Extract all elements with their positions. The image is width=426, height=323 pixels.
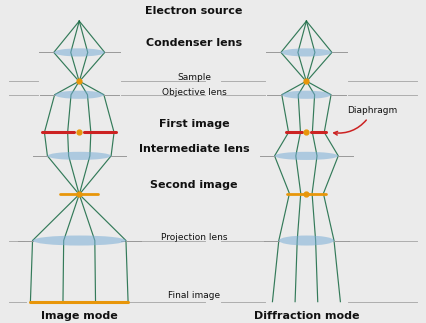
Text: Electron source: Electron source bbox=[145, 6, 242, 16]
Ellipse shape bbox=[282, 91, 331, 99]
Ellipse shape bbox=[54, 48, 105, 57]
Text: Final image: Final image bbox=[168, 291, 220, 300]
Ellipse shape bbox=[281, 48, 332, 57]
Text: Projection lens: Projection lens bbox=[161, 233, 227, 242]
Text: Second image: Second image bbox=[150, 180, 238, 190]
Ellipse shape bbox=[275, 152, 338, 160]
Text: Diffraction mode: Diffraction mode bbox=[253, 311, 359, 321]
Ellipse shape bbox=[47, 152, 111, 160]
Text: Intermediate lens: Intermediate lens bbox=[138, 144, 249, 154]
Text: Image mode: Image mode bbox=[41, 311, 118, 321]
Ellipse shape bbox=[32, 235, 126, 245]
Text: Sample: Sample bbox=[177, 73, 211, 82]
Text: Condenser lens: Condenser lens bbox=[146, 38, 242, 48]
Text: First image: First image bbox=[158, 119, 229, 129]
Text: Objective lens: Objective lens bbox=[161, 88, 226, 97]
Ellipse shape bbox=[55, 91, 104, 99]
Text: Diaphragm: Diaphragm bbox=[334, 106, 398, 135]
Ellipse shape bbox=[279, 235, 334, 245]
